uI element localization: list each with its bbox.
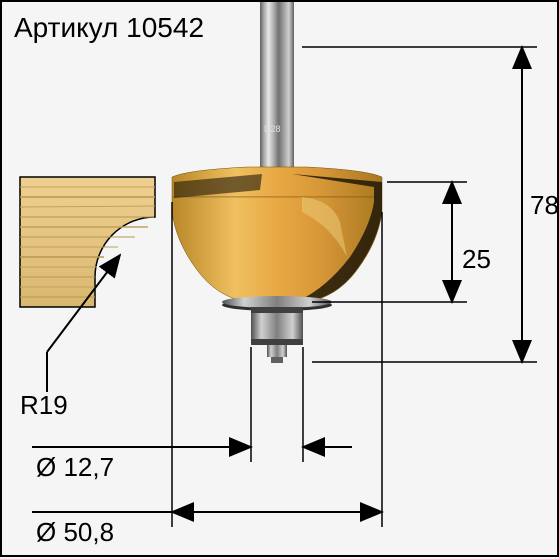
diagram-container: Артикул 10542 — [0, 0, 559, 557]
bearing — [251, 307, 303, 363]
router-bit-cutter — [172, 167, 382, 302]
label-25: 25 — [462, 244, 491, 275]
svg-text:D28: D28 — [264, 124, 281, 134]
dim-12-7 — [32, 347, 352, 462]
wood-sample — [20, 177, 155, 307]
label-78: 78 — [530, 190, 559, 221]
label-r19: R19 — [20, 390, 68, 421]
label-12-7: Ø 12,7 — [36, 452, 114, 483]
label-50-8: Ø 50,8 — [36, 517, 114, 548]
router-bit-shank: D28 — [260, 2, 294, 177]
